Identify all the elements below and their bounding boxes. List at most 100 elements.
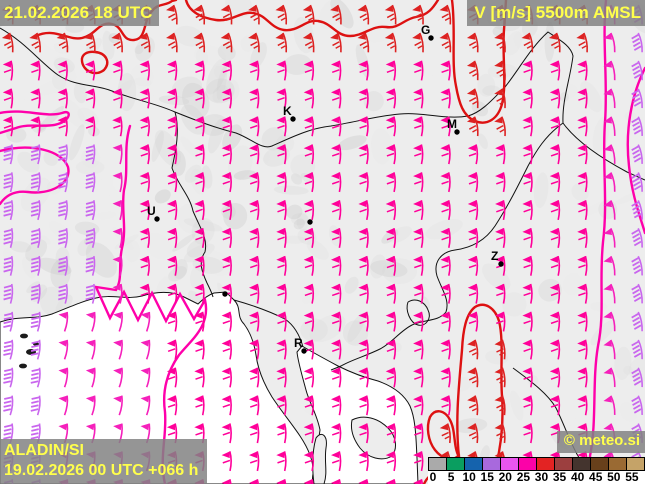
wind-barb xyxy=(30,228,41,248)
legend-value: 50 xyxy=(607,470,621,484)
wind-barb xyxy=(113,339,123,360)
run-time: 19.02.2026 00 UTC +066 h xyxy=(4,462,199,479)
legend-swatch xyxy=(537,458,555,470)
wind-barb xyxy=(30,88,41,109)
wind-barb xyxy=(603,60,616,81)
wind-barb xyxy=(577,172,588,193)
wind-barb xyxy=(139,227,150,248)
wind-barb xyxy=(303,200,315,221)
city-label: K xyxy=(283,104,292,118)
wind-barb xyxy=(166,144,178,165)
wind-barb xyxy=(220,4,233,25)
legend-value: 55 xyxy=(625,470,639,484)
city-marker xyxy=(222,291,228,297)
wind-barb xyxy=(276,423,287,444)
wind-barb xyxy=(385,339,397,360)
wind-barb xyxy=(3,367,14,388)
wind-barb xyxy=(549,144,561,165)
wind-barb xyxy=(139,88,150,109)
wind-barb xyxy=(631,60,643,81)
wind-barb xyxy=(385,200,397,221)
city-label: U xyxy=(147,204,156,218)
wind-barb xyxy=(357,4,370,25)
wind-barb xyxy=(549,255,561,276)
wind-barb xyxy=(249,311,260,332)
model-run-label: ALADIN/SI 19.02.2026 00 UTC +066 h xyxy=(0,439,208,484)
wind-barb xyxy=(413,339,424,360)
city-label: G xyxy=(421,23,430,37)
wind-barb xyxy=(276,88,287,109)
wind-barb xyxy=(58,228,68,248)
wind-barb xyxy=(331,172,342,193)
wind-barb xyxy=(303,88,315,109)
wind-barb xyxy=(220,32,233,53)
wind-barb xyxy=(331,200,342,221)
wind-barb xyxy=(577,88,588,109)
wind-barb xyxy=(494,32,506,53)
wind-barb xyxy=(112,116,123,137)
wind-barb xyxy=(413,451,424,472)
wind-barb xyxy=(194,367,205,388)
wind-barb xyxy=(522,283,533,304)
copyright-label: © meteo.si xyxy=(556,431,645,453)
wind-barb xyxy=(331,144,342,165)
wind-barb xyxy=(467,200,479,221)
wind-barb xyxy=(249,283,260,304)
wind-barb xyxy=(466,32,479,53)
wind-barb xyxy=(577,395,588,416)
wind-barb xyxy=(303,144,315,165)
wind-barb xyxy=(221,255,232,276)
wind-barb xyxy=(603,144,616,164)
wind-barb xyxy=(276,227,287,248)
wind-barb xyxy=(384,4,397,25)
wind-barb xyxy=(84,116,96,137)
wind-barb xyxy=(139,283,150,304)
wind-barb xyxy=(221,423,232,444)
wind-barb xyxy=(249,116,260,137)
wind-barb xyxy=(494,395,506,416)
wind-barb xyxy=(3,283,14,304)
wind-barb xyxy=(358,423,369,444)
wind-barb xyxy=(303,172,315,193)
wind-barb xyxy=(549,367,561,388)
wind-barb xyxy=(3,395,14,416)
wind-barb xyxy=(276,255,287,276)
wind-barb xyxy=(357,32,370,53)
wind-barb xyxy=(2,88,14,109)
wind-barb xyxy=(276,367,287,388)
wind-barb xyxy=(331,423,342,444)
city-marker: R xyxy=(294,336,307,354)
wind-barb xyxy=(221,367,232,388)
wind-barb xyxy=(603,227,616,248)
legend-swatch xyxy=(483,458,501,470)
wind-barb xyxy=(30,367,41,388)
wind-barb xyxy=(495,227,506,248)
wind-barb xyxy=(631,311,643,332)
wind-barb xyxy=(440,200,451,221)
wind-barb xyxy=(603,88,616,109)
wind-barb xyxy=(549,60,561,81)
wind-barb xyxy=(467,144,479,165)
wind-barb xyxy=(303,311,315,332)
wind-barb xyxy=(193,32,206,53)
legend-value-row: 0 5 10 15 20 25 30 35 40 45 50 55 xyxy=(428,470,645,484)
wind-barb xyxy=(631,339,643,360)
wind-barb xyxy=(303,479,315,484)
wind-barb xyxy=(331,255,342,276)
legend-value: 25 xyxy=(516,470,531,484)
wind-barb xyxy=(249,88,260,109)
city-label: R xyxy=(294,336,303,350)
wind-barb xyxy=(221,200,232,221)
wind-barb xyxy=(631,32,643,53)
wind-barb xyxy=(30,311,41,332)
wind-barb xyxy=(276,60,287,81)
wind-barb xyxy=(494,367,506,388)
wind-barb xyxy=(522,339,533,360)
city-marker: U xyxy=(147,204,160,222)
wind-barb xyxy=(3,144,14,165)
wind-barb xyxy=(440,144,451,165)
wind-barb xyxy=(384,32,397,53)
wind-barb xyxy=(112,200,123,221)
wind-barb xyxy=(631,88,643,109)
